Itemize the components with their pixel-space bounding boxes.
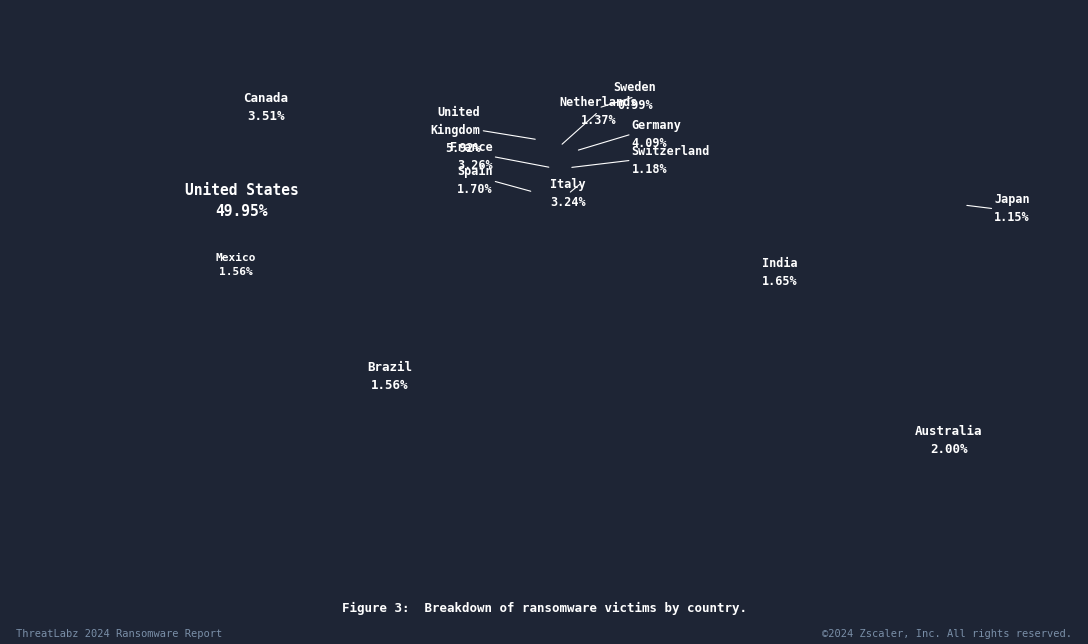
Text: ThreatLabz 2024 Ransomware Report: ThreatLabz 2024 Ransomware Report	[16, 629, 223, 639]
Text: ©2024 Zscaler, Inc. All rights reserved.: ©2024 Zscaler, Inc. All rights reserved.	[821, 629, 1072, 639]
Text: United States
49.95%: United States 49.95%	[185, 184, 298, 220]
Text: Australia
2.00%: Australia 2.00%	[915, 425, 982, 456]
Text: Switzerland
1.18%: Switzerland 1.18%	[632, 145, 710, 176]
Text: Netherlands
1.37%: Netherlands 1.37%	[559, 96, 638, 127]
Text: France
3.26%: France 3.26%	[449, 141, 493, 172]
Text: Sweden
0.99%: Sweden 0.99%	[614, 81, 656, 112]
Text: Spain
1.70%: Spain 1.70%	[457, 166, 493, 196]
Text: Italy
3.24%: Italy 3.24%	[551, 178, 586, 209]
Text: Germany
4.09%: Germany 4.09%	[632, 118, 681, 149]
Text: Figure 3:  Breakdown of ransomware victims by country.: Figure 3: Breakdown of ransomware victim…	[342, 602, 746, 615]
Text: India
1.65%: India 1.65%	[762, 257, 798, 288]
Text: Japan
1.15%: Japan 1.15%	[994, 193, 1030, 224]
Text: United
Kingdom
5.92%: United Kingdom 5.92%	[431, 106, 481, 155]
Text: Canada
3.51%: Canada 3.51%	[244, 93, 288, 124]
Text: Mexico
1.56%: Mexico 1.56%	[215, 253, 256, 277]
Text: Brazil
1.56%: Brazil 1.56%	[368, 361, 412, 392]
